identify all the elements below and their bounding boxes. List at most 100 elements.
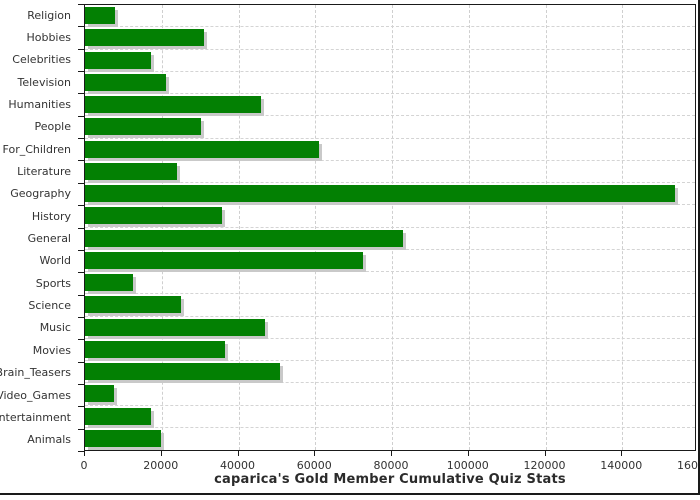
- bar-literature: [85, 162, 177, 180]
- bar-for_children: [85, 140, 319, 158]
- bar-general: [85, 229, 403, 247]
- gridline-140000: [622, 5, 624, 450]
- bar-video_games: [85, 385, 114, 403]
- y-tick: [78, 71, 84, 72]
- bar-row-geography: [85, 183, 695, 206]
- bar-religion: [85, 7, 115, 25]
- y-tick: [78, 384, 84, 385]
- x-label-60000: 60000: [296, 459, 332, 472]
- bar-row-religion: [85, 5, 695, 28]
- bar-animals: [85, 430, 161, 448]
- y-label-music: Music: [39, 321, 71, 335]
- y-tick: [78, 138, 84, 139]
- gridline-20000: [161, 5, 163, 450]
- bar-row-humanities: [85, 94, 695, 117]
- x-tick-40000: [237, 451, 239, 456]
- x-tick-120000: [544, 451, 546, 456]
- bar-row-people: [85, 116, 695, 139]
- x-tick-140000: [621, 451, 623, 456]
- x-label-100000: 100000: [446, 459, 489, 472]
- y-tick: [78, 339, 84, 340]
- x-tick-100000: [467, 451, 469, 456]
- bar-row-brain_teasers: [85, 361, 695, 384]
- y-label-religion: Religion: [27, 8, 71, 22]
- x-label-140000: 140000: [600, 459, 643, 472]
- gridline-40000: [238, 5, 240, 450]
- bar-television: [85, 73, 166, 91]
- y-tick: [78, 183, 84, 184]
- y-tick: [78, 406, 84, 407]
- bar-row-science: [85, 294, 695, 317]
- y-label-hobbies: Hobbies: [26, 31, 71, 45]
- y-tick: [78, 362, 84, 363]
- bar-music: [85, 318, 265, 336]
- x-label-20000: 20000: [143, 459, 179, 472]
- bar-row-literature: [85, 161, 695, 183]
- bar-row-history: [85, 205, 695, 228]
- bar-rows: [85, 5, 695, 450]
- bar-humanities: [85, 96, 261, 114]
- bar-row-music: [85, 317, 695, 339]
- bar-row-world: [85, 250, 695, 272]
- y-label-general: General: [27, 232, 71, 246]
- y-label-animals: Animals: [27, 433, 71, 447]
- y-tick: [78, 272, 84, 273]
- x-tick-80000: [391, 451, 392, 456]
- y-tick: [78, 205, 84, 206]
- frame-bottom-edge: [0, 493, 700, 495]
- bar-brain_teasers: [85, 363, 280, 381]
- y-label-world: World: [39, 254, 71, 268]
- x-label-0: 0: [80, 459, 88, 472]
- y-tick: [78, 250, 84, 251]
- bar-row-hobbies: [85, 27, 695, 50]
- x-label-160000: 160000: [677, 459, 700, 472]
- y-tick: [78, 429, 84, 430]
- y-tick: [78, 4, 84, 5]
- plot-area: [84, 4, 696, 451]
- bar-row-sports: [85, 272, 695, 295]
- y-label-geography: Geography: [10, 187, 71, 201]
- x-label-40000: 40000: [220, 459, 255, 472]
- x-label-120000: 120000: [523, 459, 566, 472]
- chart-title: caparica's Gold Member Cumulative Quiz S…: [214, 472, 566, 487]
- bar-row-celebrities: [85, 50, 695, 72]
- bar-row-television: [85, 72, 695, 94]
- x-tick-20000: [160, 451, 162, 456]
- y-label-television: Television: [17, 75, 72, 89]
- bar-row-video_games: [85, 383, 695, 406]
- bar-row-movies: [85, 339, 695, 361]
- gridline-60000: [315, 5, 317, 450]
- y-label-history: History: [31, 209, 71, 223]
- y-label-sports: Sports: [35, 276, 71, 290]
- bar-sports: [85, 274, 133, 292]
- y-tick: [78, 49, 84, 50]
- y-tick: [78, 93, 84, 94]
- bar-history: [85, 207, 222, 225]
- x-tick-0: [84, 451, 85, 456]
- y-tick: [78, 451, 84, 452]
- bar-row-entertainment: [85, 406, 695, 428]
- bar-people: [85, 118, 201, 136]
- y-label-humanities: Humanities: [8, 98, 71, 112]
- gridline-120000: [545, 5, 547, 450]
- y-tick: [78, 228, 84, 229]
- y-tick: [78, 295, 84, 296]
- bar-hobbies: [85, 29, 204, 47]
- gridline-100000: [468, 5, 470, 450]
- bar-row-animals: [85, 428, 695, 450]
- x-tick-60000: [314, 451, 316, 456]
- y-label-celebrities: Celebrities: [12, 53, 71, 67]
- bar-science: [85, 296, 181, 314]
- y-label-entertainment: Entertainment: [0, 410, 71, 424]
- bar-entertainment: [85, 407, 151, 425]
- bar-row-general: [85, 228, 695, 250]
- y-label-people: People: [34, 120, 71, 134]
- y-label-literature: Literature: [17, 165, 71, 179]
- y-label-video_games: Video_Games: [0, 388, 71, 402]
- gridline-80000: [392, 5, 393, 450]
- bar-geography: [85, 185, 675, 203]
- y-tick: [78, 160, 84, 161]
- y-label-for_children: For_Children: [2, 142, 71, 156]
- y-tick: [78, 116, 84, 117]
